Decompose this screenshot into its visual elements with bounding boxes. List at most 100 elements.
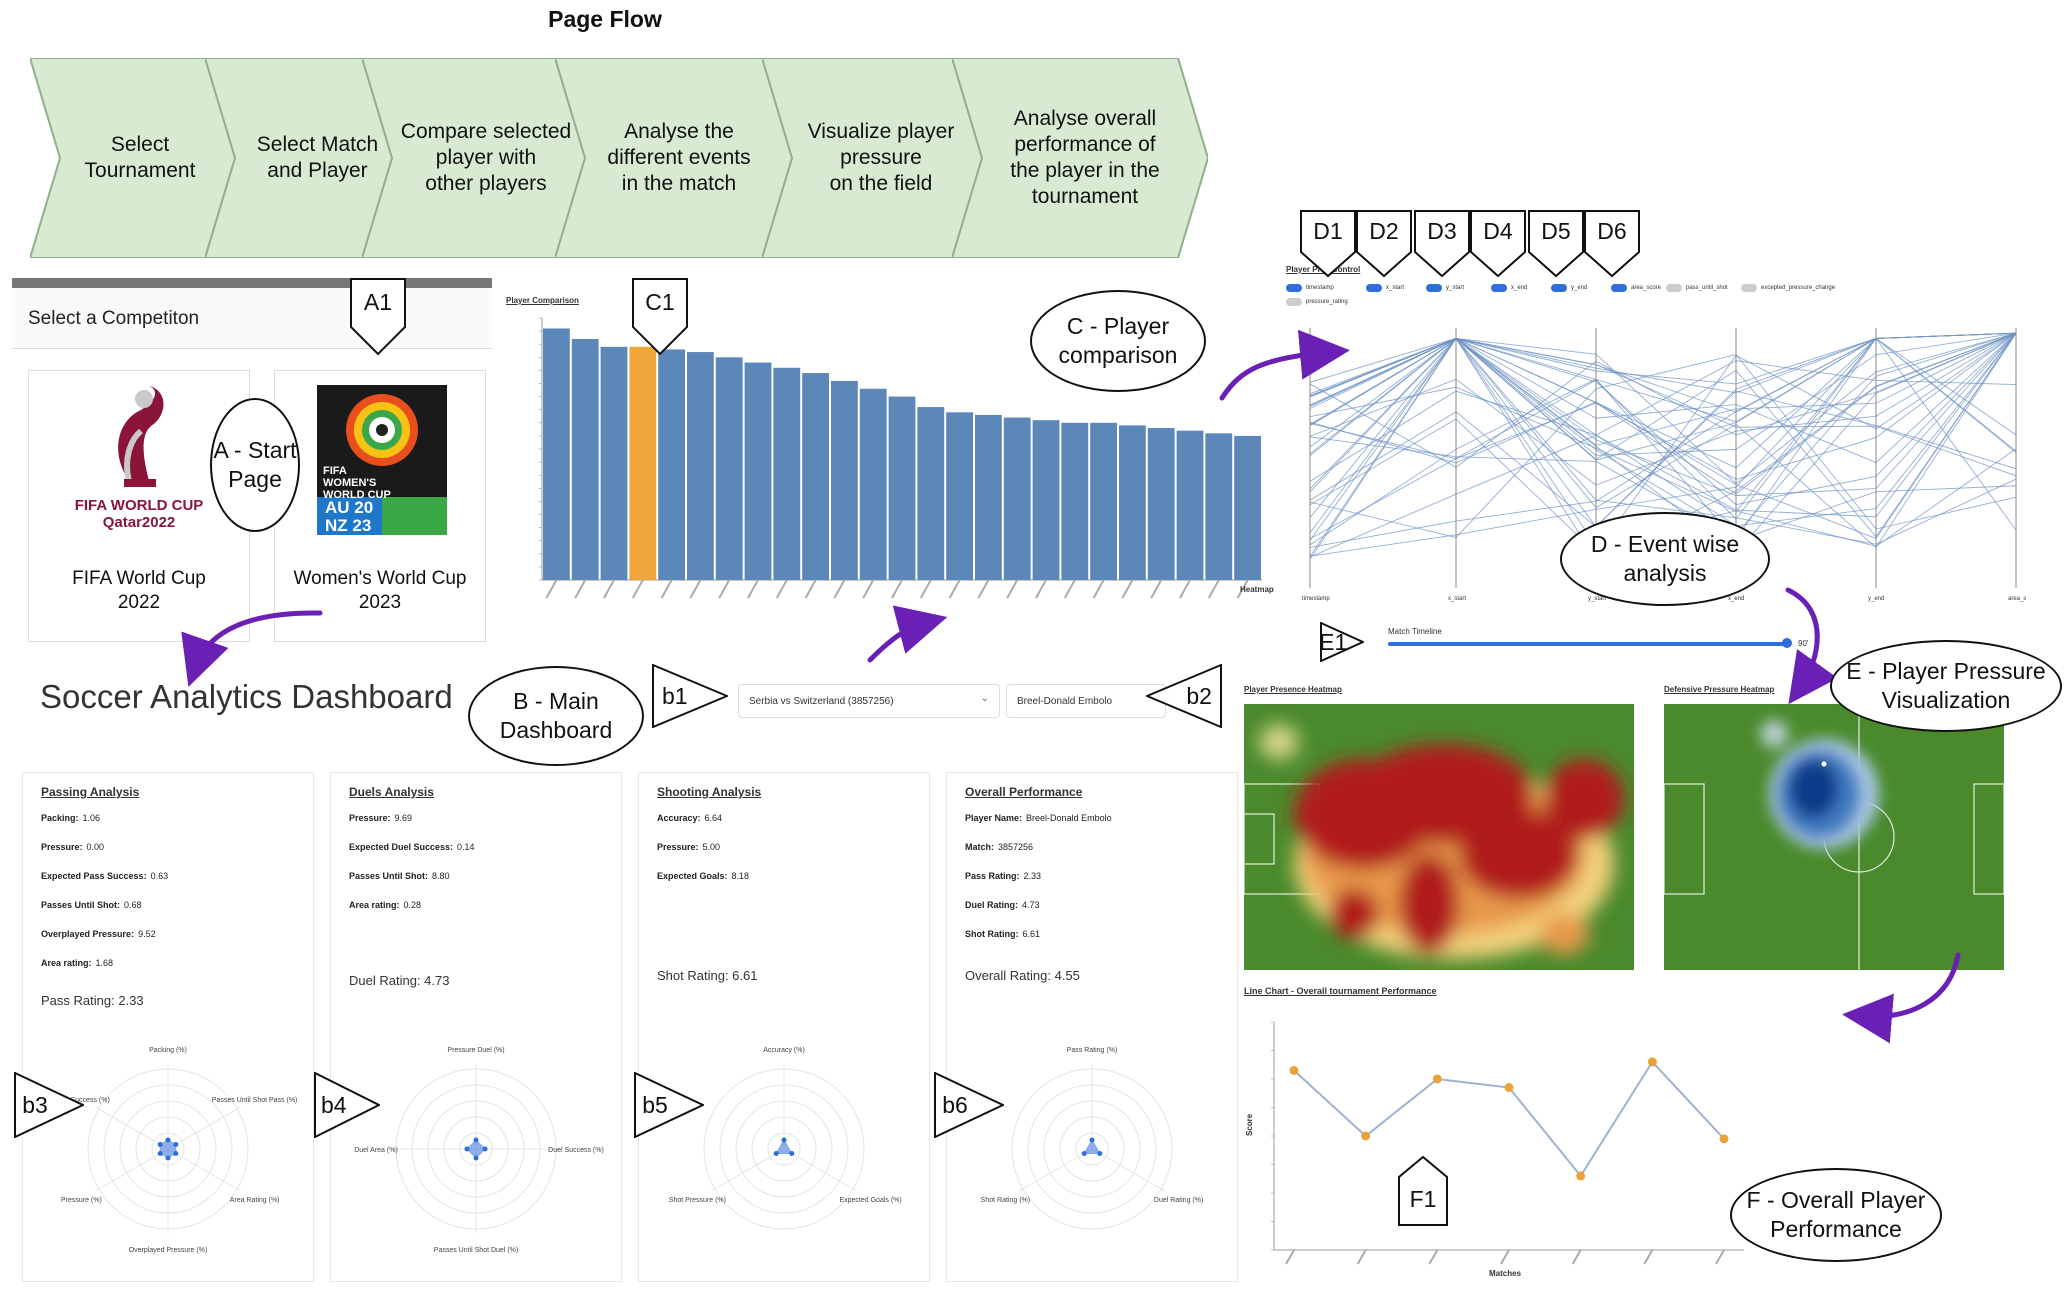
tag-label: b5 bbox=[642, 1091, 668, 1118]
bar[interactable] bbox=[744, 362, 772, 580]
bar[interactable] bbox=[975, 414, 1002, 580]
radar-point bbox=[157, 1151, 163, 1156]
competition-card-qatar[interactable]: FIFA WORLD CUP Qatar2022 FIFA World Cup … bbox=[28, 370, 250, 642]
competition-label-qatar: FIFA World Cup 2022 bbox=[72, 568, 206, 613]
parallel-axis-label: area_sco bbox=[2008, 596, 2026, 602]
bar[interactable] bbox=[1234, 435, 1261, 580]
bar[interactable] bbox=[1147, 428, 1175, 580]
match-select[interactable]: Serbia vs Switzerland (3857256) ⌄ bbox=[738, 684, 1000, 718]
bar[interactable] bbox=[859, 388, 887, 580]
bar[interactable] bbox=[1032, 420, 1060, 580]
match-timeline-handle[interactable] bbox=[1782, 638, 1792, 648]
toggle-y-start[interactable]: y_start bbox=[1426, 282, 1464, 294]
match-select-value: Serbia vs Switzerland (3857256) bbox=[749, 695, 894, 707]
bar-x-tick-label bbox=[1179, 579, 1191, 599]
toggle-switch[interactable] bbox=[1426, 284, 1442, 292]
radar-point bbox=[157, 1142, 163, 1147]
bar[interactable] bbox=[658, 349, 685, 580]
line-point[interactable] bbox=[1576, 1171, 1586, 1181]
bar[interactable] bbox=[888, 396, 916, 580]
tag-b5: b5 bbox=[634, 1072, 704, 1138]
bar-x-tick-label bbox=[977, 579, 990, 599]
competition-card-women[interactable]: FIFA WOMEN'S WORLD CUP AU 20 NZ 23 Women… bbox=[274, 370, 486, 642]
radar-point bbox=[1081, 1151, 1087, 1156]
tag-b6: b6 bbox=[934, 1072, 1004, 1138]
radar-label: Packing (%) bbox=[149, 1047, 187, 1054]
bar[interactable] bbox=[600, 346, 628, 580]
metric-value: 9.69 bbox=[394, 813, 413, 823]
bar[interactable] bbox=[1176, 430, 1204, 580]
bar[interactable] bbox=[571, 338, 599, 580]
bar[interactable] bbox=[715, 357, 743, 580]
radar-chart: Accuracy (%) Expected Goals (%) Shot Press… bbox=[669, 1047, 902, 1230]
toggle-excepted-pressure-change[interactable]: excepted_pressure_change bbox=[1741, 282, 1835, 294]
bar-x-tick-label bbox=[919, 579, 932, 599]
callout-pressure-visualization: E - Player Pressure Visualization bbox=[1830, 640, 2062, 732]
bar[interactable] bbox=[831, 380, 858, 580]
bar[interactable] bbox=[1205, 433, 1233, 580]
card-title: Passing Analysis bbox=[41, 785, 140, 799]
line-point[interactable] bbox=[1647, 1057, 1657, 1067]
tag-b3: b3 bbox=[14, 1072, 84, 1138]
radar-chart: Pass Rating (%) Duel Rating (%) Shot Ratin… bbox=[981, 1047, 1203, 1230]
radar-label: Shot Pressure (%) bbox=[669, 1197, 726, 1204]
bar[interactable] bbox=[543, 328, 570, 580]
toggle-pressure-rating[interactable]: pressure_rating bbox=[1286, 296, 1348, 308]
parallel-line bbox=[1309, 337, 2017, 548]
toggle-switch[interactable] bbox=[1666, 284, 1682, 292]
match-timeline-slider[interactable] bbox=[1388, 642, 1788, 646]
toggle-timestamp[interactable]: timestamp bbox=[1286, 282, 1334, 294]
toggle-y-end[interactable]: y_end bbox=[1551, 282, 1587, 294]
metric-label: Pass Rating: bbox=[965, 871, 1020, 881]
line-x-tick-label bbox=[1571, 1249, 1582, 1265]
bar[interactable] bbox=[917, 407, 945, 580]
radar-point bbox=[773, 1151, 779, 1156]
bar[interactable] bbox=[1061, 422, 1089, 580]
bar[interactable] bbox=[629, 346, 657, 580]
line-point[interactable] bbox=[1432, 1074, 1442, 1084]
bar[interactable] bbox=[1090, 422, 1117, 580]
radar-chart: Packing (%) Passes Until Shot Pass (%) Are… bbox=[53, 1047, 297, 1254]
parallel-coordinates-chart: timestamp x_start y_start x_end y_end area_sc… bbox=[1302, 328, 2026, 602]
tag-label: D4 bbox=[1483, 217, 1513, 244]
match-timeline-value: 90' bbox=[1798, 639, 1809, 648]
toggle-switch[interactable] bbox=[1551, 284, 1567, 292]
toggle-switch[interactable] bbox=[1286, 284, 1302, 292]
toggle-switch[interactable] bbox=[1611, 284, 1627, 292]
toggle-label: y_start bbox=[1446, 285, 1465, 291]
page-flow-step-label: Select Match and Player bbox=[256, 133, 379, 182]
line-point[interactable] bbox=[1719, 1134, 1729, 1144]
line-point[interactable] bbox=[1361, 1131, 1371, 1141]
toggle-switch[interactable] bbox=[1366, 284, 1382, 292]
bar-x-tick-label bbox=[603, 579, 615, 599]
bar[interactable] bbox=[1003, 417, 1031, 580]
parallel-line bbox=[1309, 332, 2017, 397]
bar[interactable] bbox=[773, 367, 801, 580]
line-point[interactable] bbox=[1289, 1065, 1299, 1075]
bar[interactable] bbox=[802, 373, 829, 580]
parallel-line bbox=[1309, 332, 2017, 480]
bar-x-tick-label bbox=[689, 579, 702, 599]
parallel-line bbox=[1309, 332, 2017, 558]
bar[interactable] bbox=[687, 352, 714, 580]
toggle-x-start[interactable]: x_start bbox=[1366, 282, 1404, 294]
card-metric: Pressure: 5.00 bbox=[657, 842, 720, 852]
player-select[interactable]: Breel-Donald Embolo bbox=[1006, 684, 1166, 718]
toggle-switch[interactable] bbox=[1286, 298, 1302, 306]
line-point[interactable] bbox=[1504, 1083, 1514, 1093]
toggle-x-end[interactable]: x_end bbox=[1491, 282, 1527, 294]
toggle-pass-until-shot[interactable]: pass_until_shot bbox=[1666, 282, 1728, 294]
toggle-switch[interactable] bbox=[1491, 284, 1507, 292]
bar-x-tick-label bbox=[1150, 579, 1163, 599]
toggle-switch[interactable] bbox=[1741, 284, 1757, 292]
tag-label: D5 bbox=[1541, 217, 1571, 244]
radar-axis bbox=[167, 1106, 241, 1150]
toggle-area-score[interactable]: area_score bbox=[1611, 282, 1661, 294]
metric-value: Breel-Donald Embolo bbox=[1026, 813, 1112, 823]
radar-point bbox=[473, 1155, 479, 1161]
radar-shape bbox=[159, 1139, 177, 1159]
chevron-down-icon: ⌄ bbox=[980, 693, 989, 704]
bar[interactable] bbox=[946, 412, 973, 580]
bar[interactable] bbox=[1119, 425, 1146, 580]
metric-label: Duel Rating: bbox=[965, 900, 1018, 910]
